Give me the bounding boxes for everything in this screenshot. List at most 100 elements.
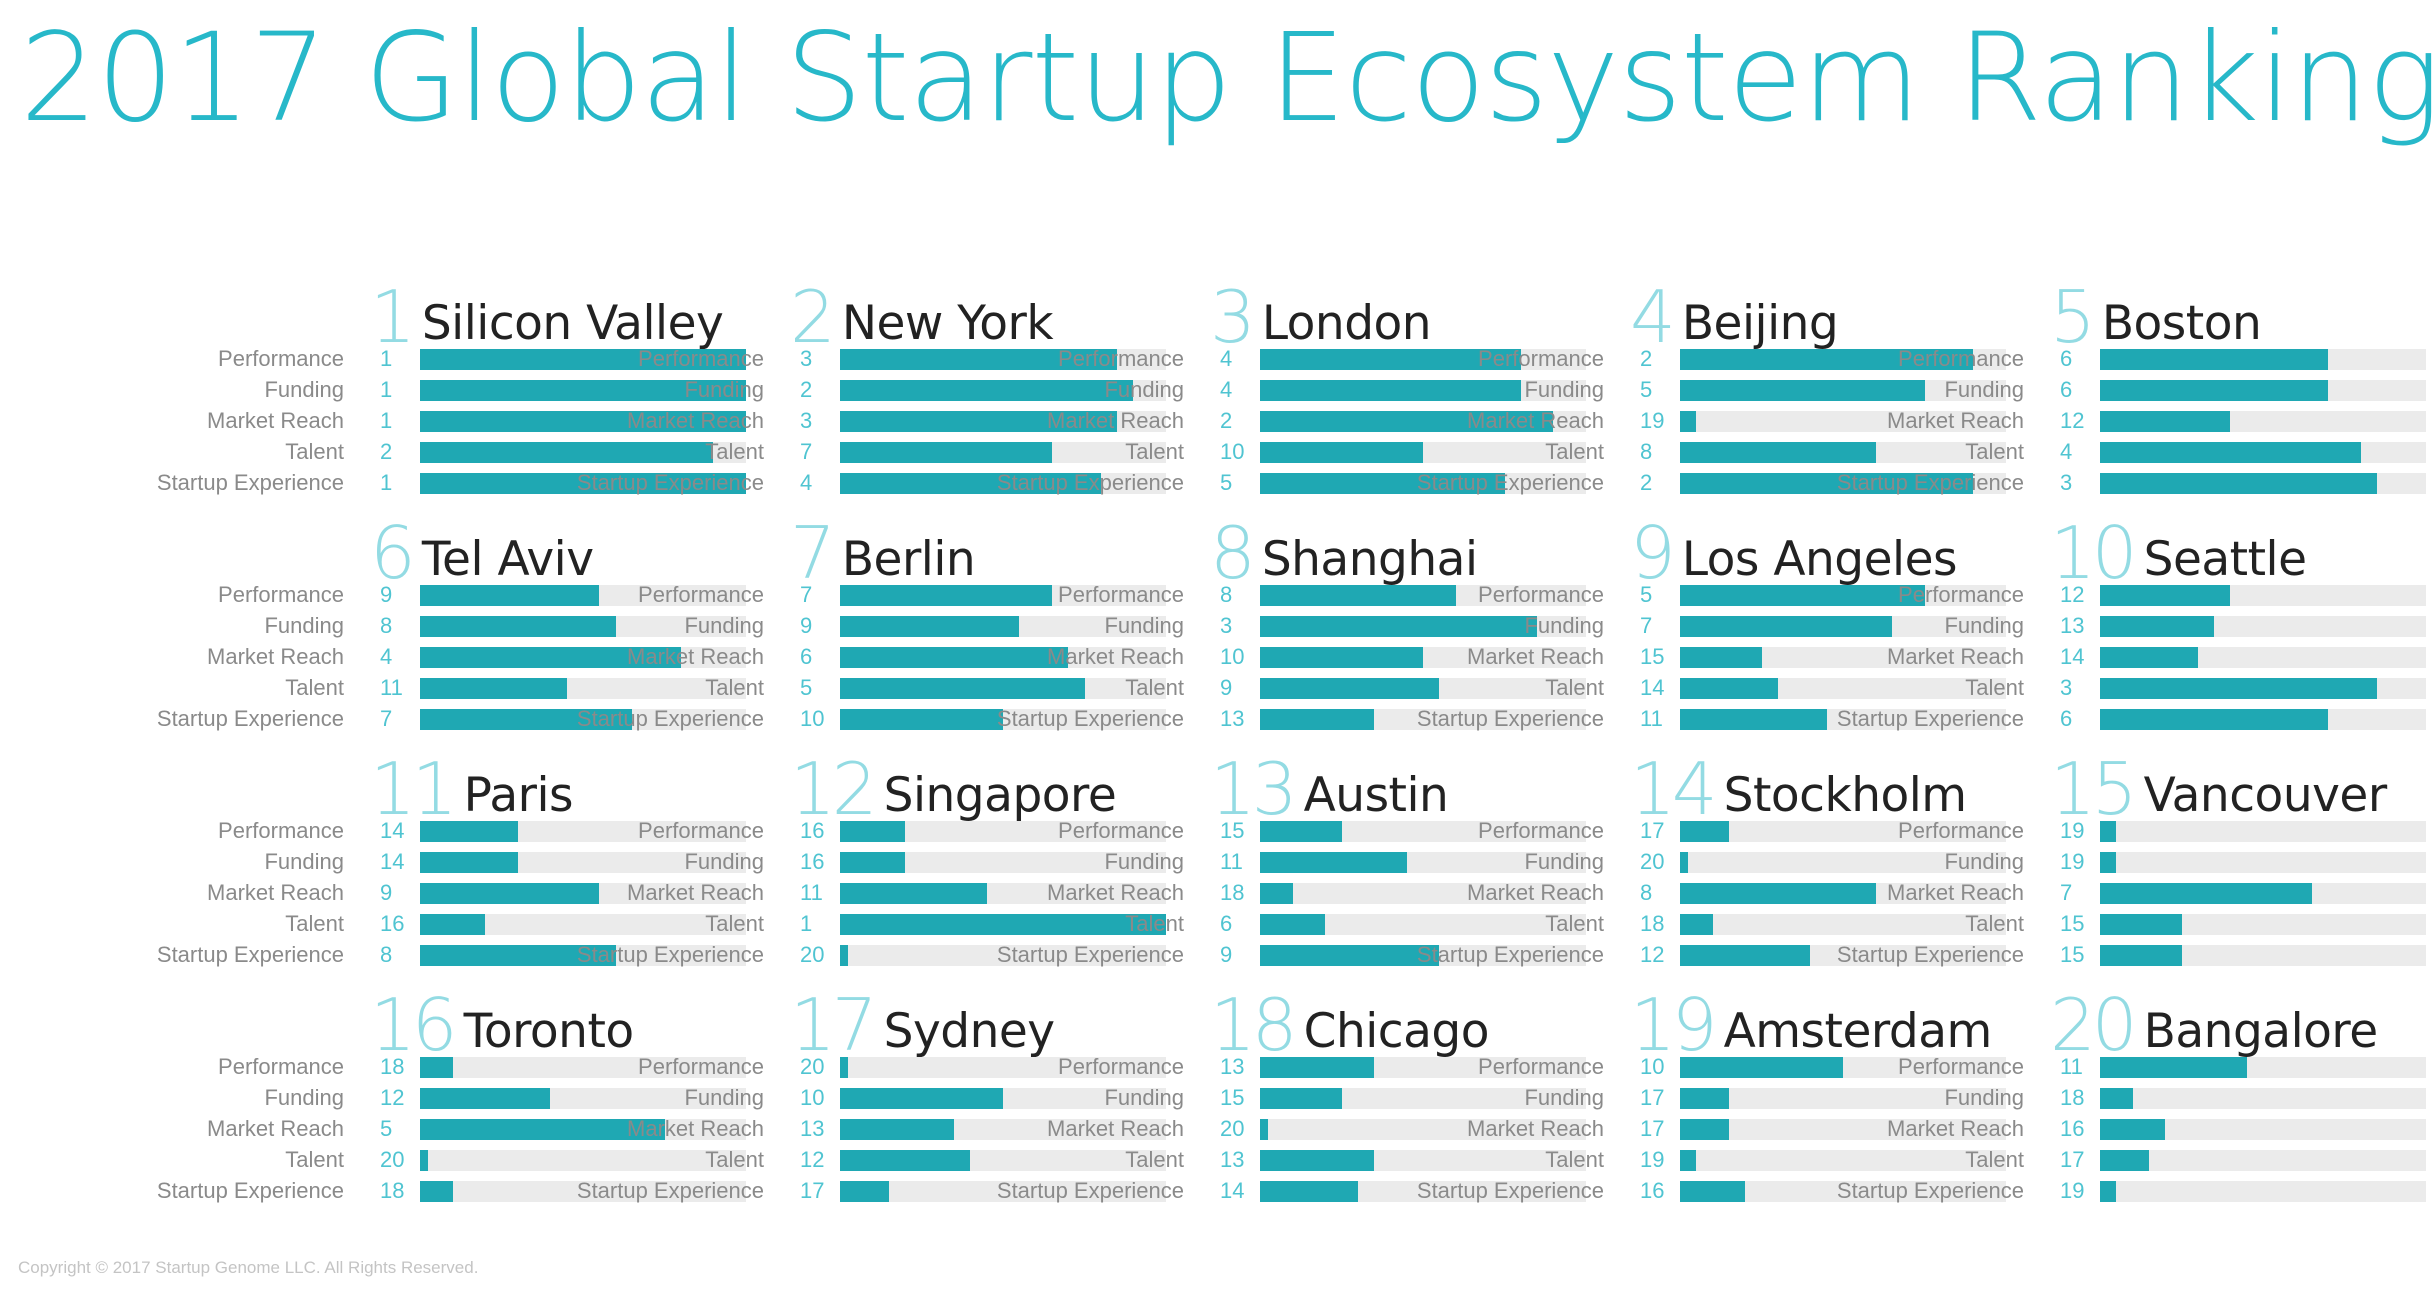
city-name: Berlin (841, 532, 976, 587)
metric-rank: 8 (1640, 880, 1653, 905)
metric-rank: 11 (1640, 706, 1663, 731)
metric-label: Performance (1478, 582, 1604, 607)
metric-row: Funding 6 (1680, 376, 2432, 407)
metric-rank: 6 (1220, 911, 1233, 936)
bar-fill (2100, 945, 2182, 966)
bar-fill (840, 616, 1019, 637)
bar-track (2100, 709, 2426, 730)
bar-fill (1680, 1181, 1745, 1202)
metric-row: Startup Experience 9 (840, 941, 1600, 972)
metric-row: Market Reach 20 (840, 1115, 1600, 1146)
metric-label: Funding (1524, 613, 1604, 638)
metric-rank: 8 (380, 613, 393, 638)
bar-fill (1680, 1088, 1729, 1109)
metric-rank: 12 (2060, 582, 2085, 607)
metric-row: Talent 5 (420, 674, 1180, 705)
city-name: Sydney (883, 1004, 1056, 1059)
metric-rank: 16 (800, 818, 825, 843)
city-name: Beijing (1681, 296, 1839, 351)
metric-label: Startup Experience (1416, 706, 1604, 731)
metric-label: Funding (1944, 613, 2024, 638)
metric-row: Market Reach 19 (1260, 407, 2020, 438)
bar-track (420, 821, 746, 842)
city-name: Toronto (463, 1004, 635, 1059)
bar-fill (840, 585, 1052, 606)
metric-row: Startup Experience 6 (1680, 705, 2432, 736)
bar-track (1680, 883, 2006, 904)
metric-rank: 18 (380, 1178, 405, 1203)
metric-label: Market Reach (1467, 644, 1604, 669)
bar-fill (2100, 1181, 2116, 1202)
metric-label: Startup Experience (576, 942, 764, 967)
city-rank: 11 (370, 747, 458, 831)
metric-rank: 14 (2060, 644, 2085, 669)
bar-track (2100, 616, 2426, 637)
bar-fill (1260, 1088, 1342, 1109)
metric-row: Performance 9 (0, 581, 760, 612)
metric-rank: 7 (800, 582, 813, 607)
bar-track (840, 852, 1166, 873)
bar-fill (1260, 380, 1521, 401)
metric-rank: 20 (800, 942, 825, 967)
metric-label: Startup Experience (576, 1178, 764, 1203)
bar-fill (2100, 585, 2230, 606)
metric-label: Funding (264, 377, 344, 402)
bar-track (1260, 349, 1586, 370)
bar-track (1680, 442, 2006, 463)
bar-fill (1260, 647, 1423, 668)
metric-row: Performance 5 (1260, 581, 2020, 612)
metric-row: Funding 14 (0, 848, 760, 879)
city-block: 4 Beijing Performance 2 Funding 5 Market Reach… (1260, 275, 2006, 510)
metric-rank: 13 (1220, 1054, 1245, 1079)
metric-label: Funding (1104, 849, 1184, 874)
bar-fill (2100, 1119, 2165, 1140)
metric-row: Funding 17 (1260, 1084, 2020, 1115)
city-rank: 17 (790, 983, 878, 1067)
metric-rank: 7 (380, 706, 393, 731)
bar-fill (840, 473, 1101, 494)
metric-rank: 4 (1220, 377, 1233, 402)
metric-row: Talent 9 (840, 674, 1600, 705)
metric-rank: 1 (800, 911, 813, 936)
metric-rank: 10 (1220, 644, 1245, 669)
metric-rank: 20 (1640, 849, 1665, 874)
bar-fill (840, 647, 1068, 668)
city-header: 11 Paris (370, 747, 574, 831)
bar-fill (2100, 1150, 2149, 1171)
metric-label: Startup Experience (996, 1178, 1184, 1203)
metric-rank: 6 (2060, 706, 2073, 731)
metric-row: Startup Experience 20 (420, 941, 1180, 972)
bar-track (1680, 1088, 2006, 1109)
city-header: 2 New York (790, 280, 1054, 354)
metric-rank: 9 (380, 880, 393, 905)
bar-track (1680, 821, 2006, 842)
metric-rank: 3 (800, 346, 813, 371)
metric-label: Funding (1944, 377, 2024, 402)
bar-fill (420, 1057, 453, 1078)
metric-label: Startup Experience (996, 470, 1184, 495)
metric-rank: 2 (380, 439, 393, 464)
bar-track (1680, 1181, 2006, 1202)
metric-rank: 1 (380, 408, 393, 433)
metric-label: Funding (1104, 613, 1184, 638)
bar-track (1260, 380, 1586, 401)
metric-row: Market Reach 12 (1680, 407, 2432, 438)
metric-row: Talent 2 (0, 438, 760, 469)
metric-row: Talent 20 (0, 1146, 760, 1177)
bar-fill (1680, 647, 1762, 668)
metric-label: Talent (1965, 911, 2024, 936)
city-block: 12 Singapore Performance 16 Funding 16 Market … (420, 752, 1166, 982)
city-rank: 4 (1630, 275, 1676, 359)
bar-fill (2100, 852, 2116, 873)
metric-row: Market Reach 3 (420, 407, 1180, 438)
metric-rank: 7 (1640, 613, 1653, 638)
bar-fill (1260, 883, 1293, 904)
metric-rank: 1 (380, 470, 393, 495)
city-name: Chicago (1303, 1004, 1490, 1059)
bar-track (1260, 821, 1586, 842)
bar-fill (420, 1150, 428, 1171)
city-block: 16 Toronto Performance 18 Funding 12 Market Re… (0, 988, 746, 1218)
city-header: 15 Vancouver (2050, 752, 2387, 826)
metric-label: Talent (1125, 675, 1184, 700)
bar-fill (1260, 709, 1374, 730)
